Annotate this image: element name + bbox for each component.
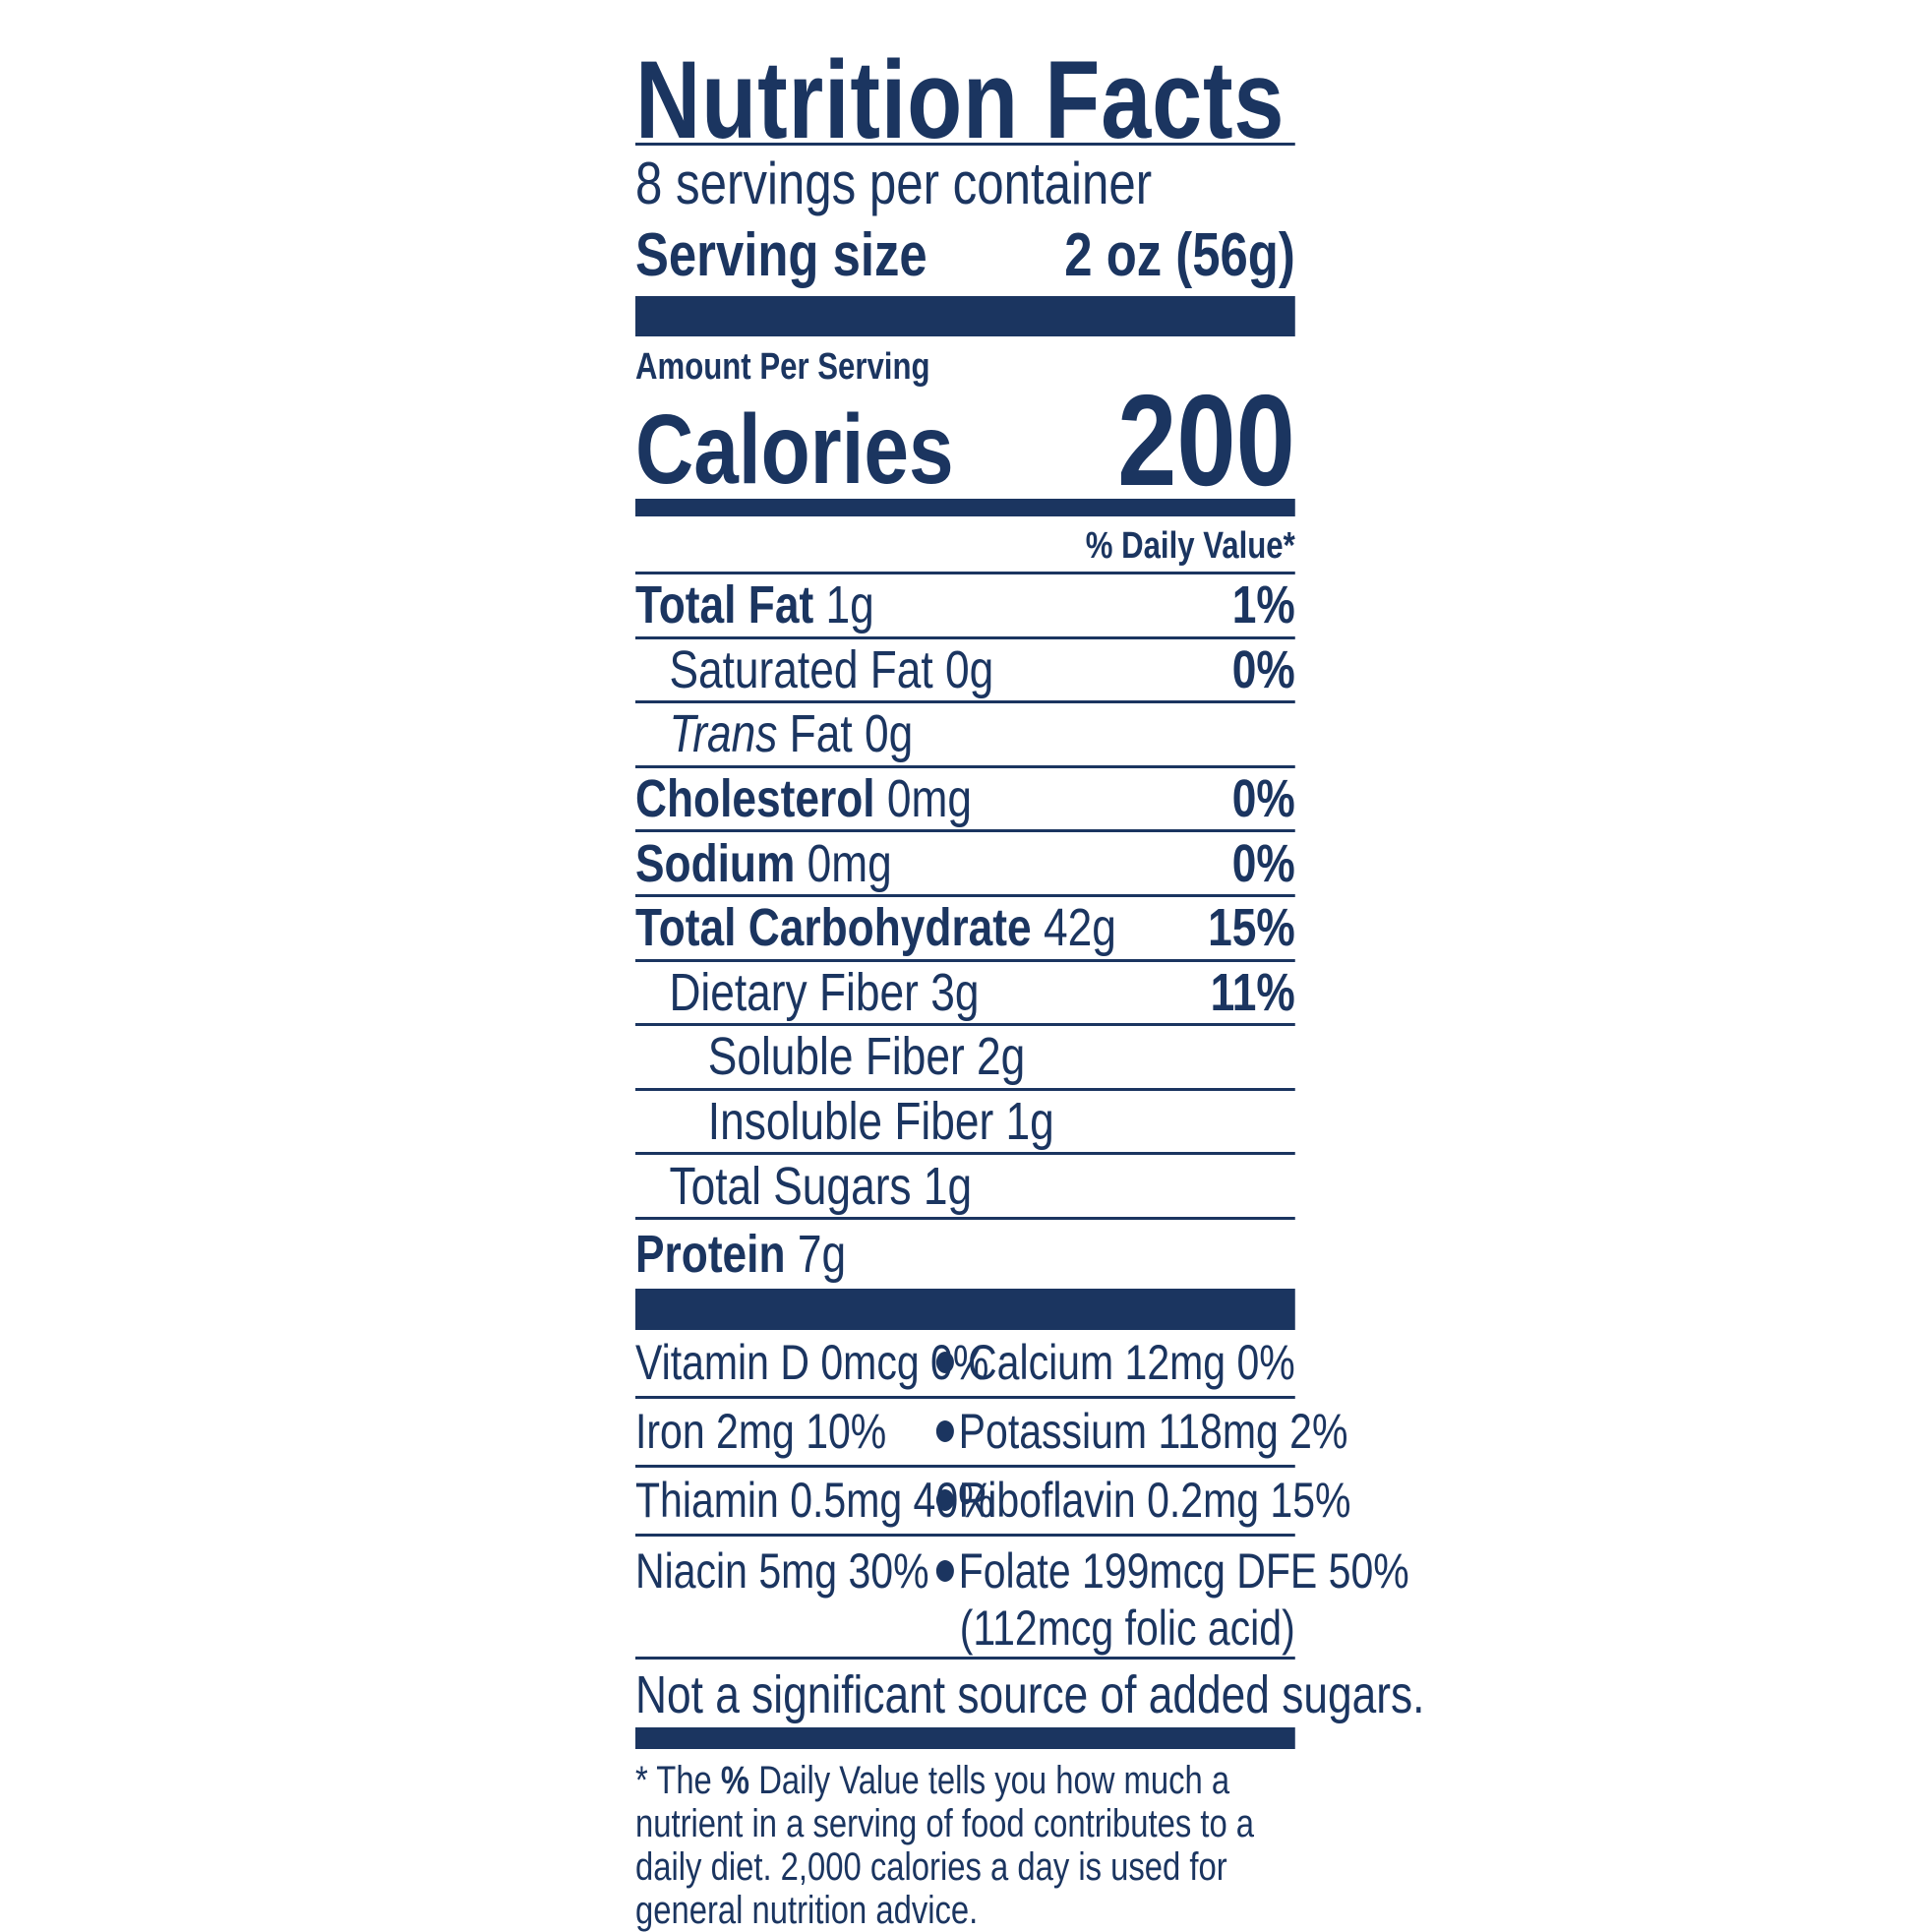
nutrient-amount: 1g	[923, 1156, 973, 1216]
nutrient-daily-value: 11%	[1210, 962, 1295, 1022]
footnote-star: * The	[635, 1758, 712, 1802]
nutrient-name: Total Carbohydrate 42g	[635, 897, 1116, 958]
nutrient-row: Saturated Fat 0g 0%	[635, 639, 1295, 704]
vitamin-left: Niacin 5mg 30%	[635, 1542, 929, 1599]
nutrient-label: Soluble Fiber	[707, 1027, 965, 1087]
amount-per-serving: Amount Per Serving	[635, 346, 930, 388]
vitamin-row: Iron 2mg 10% Potassium 118mg 2%	[635, 1399, 1348, 1468]
nutrient-label: Dietary Fiber	[669, 962, 919, 1022]
nutrient-name: Saturated Fat 0g	[635, 639, 993, 700]
thick-divider	[635, 1288, 1295, 1330]
footnote: * The % Daily Value tells you how much a…	[635, 1749, 1295, 1932]
nutrient-label: Insoluble Fiber	[707, 1092, 994, 1152]
nutrient-row: Trans Fat 0g	[635, 703, 1295, 768]
nutrient-daily-value: 0%	[1231, 639, 1295, 699]
nutrient-amount: 0mg	[807, 833, 892, 893]
bullet-icon	[936, 1420, 955, 1443]
nutrient-amount: 0mg	[886, 769, 973, 829]
vitamin-right-text: Potassium 118mg 2%	[958, 1404, 1348, 1460]
thick-divider	[635, 296, 1295, 336]
nutrient-label: Protein	[635, 1224, 786, 1284]
footnote-text: Daily Value tells you how much a nutrien…	[635, 1758, 1255, 1932]
nutrient-amount: 2g	[977, 1027, 1026, 1087]
servings-per-container: 8 servings per container	[635, 151, 1153, 216]
nutrient-row: Protein 7g	[635, 1220, 1295, 1289]
vitamin-list: Vitamin D 0mcg 0% Calcium 12mg 0% Iron 2mg…	[635, 1330, 1409, 1660]
vitamin-right-text: Calcium 12mg 0%	[968, 1335, 1295, 1391]
nutrient-label: Total Fat	[635, 575, 814, 635]
medium-divider	[635, 499, 1295, 516]
calories-label: Calories	[635, 394, 954, 505]
vitamin-left: Thiamin 0.5mg 40%	[635, 1473, 994, 1529]
footnote-pct: %	[720, 1758, 750, 1802]
vitamin-right-sub: (112mcg folic acid)	[959, 1600, 1295, 1656]
nutrient-label: Total Carbohydrate	[635, 898, 1032, 958]
nutrient-amount: 1g	[825, 575, 874, 635]
nutrient-label-suffix: Fat	[789, 704, 853, 764]
nutrient-row: Sodium 0mg 0%	[635, 832, 1295, 897]
vitamin-row: Thiamin 0.5mg 40% Riboflavin 0.2mg 15%	[635, 1468, 1351, 1537]
vitamin-left: Vitamin D 0mcg 0%	[635, 1335, 989, 1391]
nutrient-name: Insoluble Fiber 1g	[635, 1091, 1054, 1152]
vitamin-right: Calcium 12mg 0%	[959, 1334, 1295, 1391]
nutrient-row: Insoluble Fiber 1g	[635, 1091, 1295, 1156]
vitamin-row: Niacin 5mg 30% Folate 199mcg DFE 50% (112m…	[635, 1537, 1409, 1660]
nutrient-daily-value: 15%	[1208, 898, 1295, 958]
vitamin-row: Vitamin D 0mcg 0% Calcium 12mg 0%	[635, 1330, 1295, 1399]
nutrient-amount: 1g	[1005, 1092, 1054, 1152]
nutrient-row: Cholesterol 0mg 0%	[635, 768, 1295, 833]
bullet-icon	[936, 1559, 955, 1582]
bullet-icon	[936, 1489, 955, 1512]
nutrient-amount: 0g	[864, 704, 914, 764]
serving-size-row: Serving size 2 oz (56g)	[635, 214, 1295, 296]
vitamin-right-text: Folate 199mcg DFE 50%	[958, 1542, 1409, 1599]
nutrition-facts-label: Nutrition Facts 8 servings per container…	[635, 45, 1425, 1932]
vitamin-right: Potassium 118mg 2%	[958, 1403, 1348, 1460]
serving-size-label: Serving size	[635, 221, 927, 289]
nutrient-amount: 42g	[1043, 898, 1116, 958]
daily-value-header: % Daily Value*	[635, 516, 1295, 574]
serving-size-value: 2 oz (56g)	[1064, 221, 1295, 289]
nutrient-label: Trans	[669, 704, 778, 764]
nutrient-amount: 3g	[930, 962, 980, 1022]
vitamin-right: Folate 199mcg DFE 50% (112mcg folic acid)	[958, 1542, 1409, 1657]
nutrient-amount: 0g	[945, 639, 994, 699]
nutrient-row: Soluble Fiber 2g	[635, 1026, 1295, 1091]
nutrient-label: Total Sugars	[669, 1156, 912, 1216]
vitamin-left: Iron 2mg 10%	[635, 1404, 887, 1460]
calories-value: 200	[1117, 368, 1295, 513]
nutrient-name: Dietary Fiber 3g	[635, 962, 979, 1023]
nutrient-name: Protein 7g	[635, 1224, 846, 1285]
nutrient-list: Total Fat 1g 1% Saturated Fat 0g 0% Trans Fa…	[635, 574, 1295, 1289]
added-sugars-note: Not a significant source of added sugars…	[635, 1664, 1425, 1724]
nutrient-name: Sodium 0mg	[635, 833, 892, 894]
nutrient-daily-value: 1%	[1231, 575, 1295, 635]
nutrient-name: Total Sugars 1g	[635, 1156, 972, 1217]
nutrient-amount: 7g	[797, 1224, 847, 1284]
nutrient-daily-value: 0%	[1231, 833, 1295, 893]
nutrient-name: Trans Fat 0g	[635, 703, 913, 764]
nutrient-label: Saturated Fat	[669, 639, 933, 699]
vitamin-right: Riboflavin 0.2mg 15%	[958, 1472, 1351, 1529]
nutrient-row: Total Carbohydrate 42g 15%	[635, 897, 1295, 962]
nutrient-row: Dietary Fiber 3g 11%	[635, 962, 1295, 1027]
label-title: Nutrition Facts	[635, 45, 1295, 155]
nutrient-daily-value: 0%	[1231, 769, 1295, 829]
nutrient-name: Cholesterol 0mg	[635, 768, 972, 829]
calories-row: Calories 200	[635, 376, 1295, 506]
vitamin-right-text: Riboflavin 0.2mg 15%	[958, 1473, 1351, 1529]
bullet-icon	[936, 1352, 955, 1374]
medium-divider	[635, 1726, 1295, 1749]
nutrient-name: Total Fat 1g	[635, 574, 874, 635]
nutrient-name: Soluble Fiber 2g	[635, 1026, 1025, 1087]
nutrient-row: Total Fat 1g 1%	[635, 574, 1295, 639]
nutrient-label: Cholesterol	[635, 769, 875, 829]
nutrient-row: Total Sugars 1g	[635, 1155, 1295, 1220]
nutrient-label: Sodium	[635, 833, 796, 893]
